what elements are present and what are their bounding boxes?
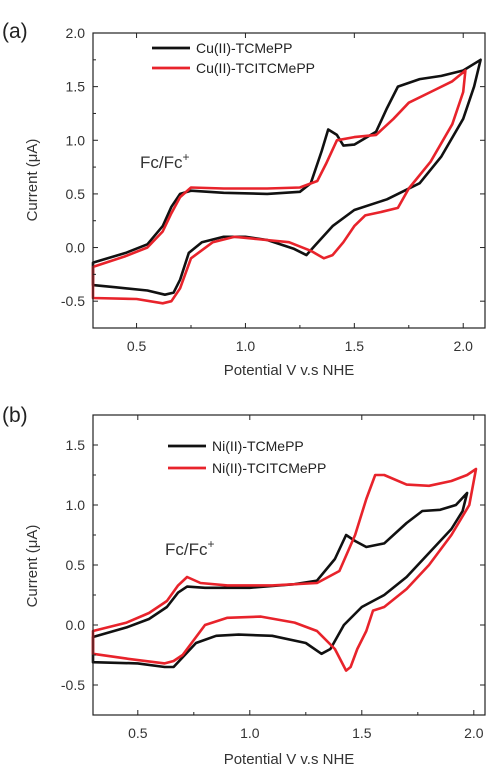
annotation-fc-text: Fc/Fc — [165, 540, 208, 559]
x-tick-label: 1.5 — [352, 725, 372, 741]
panel-label: (b) — [2, 404, 28, 427]
x-tick-label: 1.5 — [345, 338, 365, 354]
y-tick-label: 1.0 — [66, 497, 86, 513]
x-tick-label: 1.0 — [236, 338, 256, 354]
y-axis-label: Current (μA) — [24, 525, 41, 608]
plot-frame — [92, 32, 486, 329]
y-tick-label: -0.5 — [61, 293, 85, 309]
y-tick-label: 1.0 — [66, 132, 86, 148]
y-tick-label: 2.0 — [66, 25, 86, 41]
annotation-fc-sup: + — [183, 150, 190, 164]
panel-b: (b) 0.5 1.0 1.5 2.0 -0.5 0.0 0.5 1.0 1.5 Potential… — [2, 404, 486, 768]
panel-a: (a) 0.5 1.0 1.5 2.0 -0.5 0.0 0.5 1.0 1.5 2.0 Potent… — [2, 20, 486, 379]
x-axis-label: Potential V v.s NHE — [224, 751, 355, 768]
panel-label: (a) — [2, 20, 28, 43]
legend-label-2: Cu(II)-TCITCMePP — [196, 60, 315, 76]
y-tick-label: -0.5 — [61, 677, 85, 693]
x-tick-label: 2.0 — [453, 338, 473, 354]
annotation-fc: Fc/Fc+ — [165, 537, 215, 559]
annotation-fc-sup: + — [208, 537, 215, 551]
x-axis-label: Potential V v.s NHE — [224, 362, 355, 379]
y-tick-label: 0.0 — [66, 617, 86, 633]
x-tick-label: 0.5 — [128, 725, 148, 741]
x-tick-label: 0.5 — [127, 338, 147, 354]
y-tick-label: 0.5 — [66, 186, 86, 202]
series-line-1 — [91, 58, 482, 296]
legend-label-1: Cu(II)-TCMePP — [196, 40, 292, 56]
legend-label-2: Ni(II)-TCITCMePP — [212, 460, 326, 476]
series-line-2 — [91, 467, 478, 672]
x-tick-label: 2.0 — [464, 725, 484, 741]
series-line-2 — [91, 69, 467, 305]
y-tick-label: 1.5 — [66, 437, 86, 453]
y-tick-label: 1.5 — [66, 79, 86, 95]
series-line-1 — [91, 491, 469, 669]
annotation-fc-text: Fc/Fc — [140, 153, 183, 172]
x-tick-label: 1.0 — [240, 725, 260, 741]
annotation-fc: Fc/Fc+ — [140, 150, 190, 172]
y-tick-label: 0.5 — [66, 557, 86, 573]
y-axis-label: Current (μA) — [24, 139, 41, 222]
legend-label-1: Ni(II)-TCMePP — [212, 438, 304, 454]
y-tick-label: 0.0 — [66, 240, 86, 256]
